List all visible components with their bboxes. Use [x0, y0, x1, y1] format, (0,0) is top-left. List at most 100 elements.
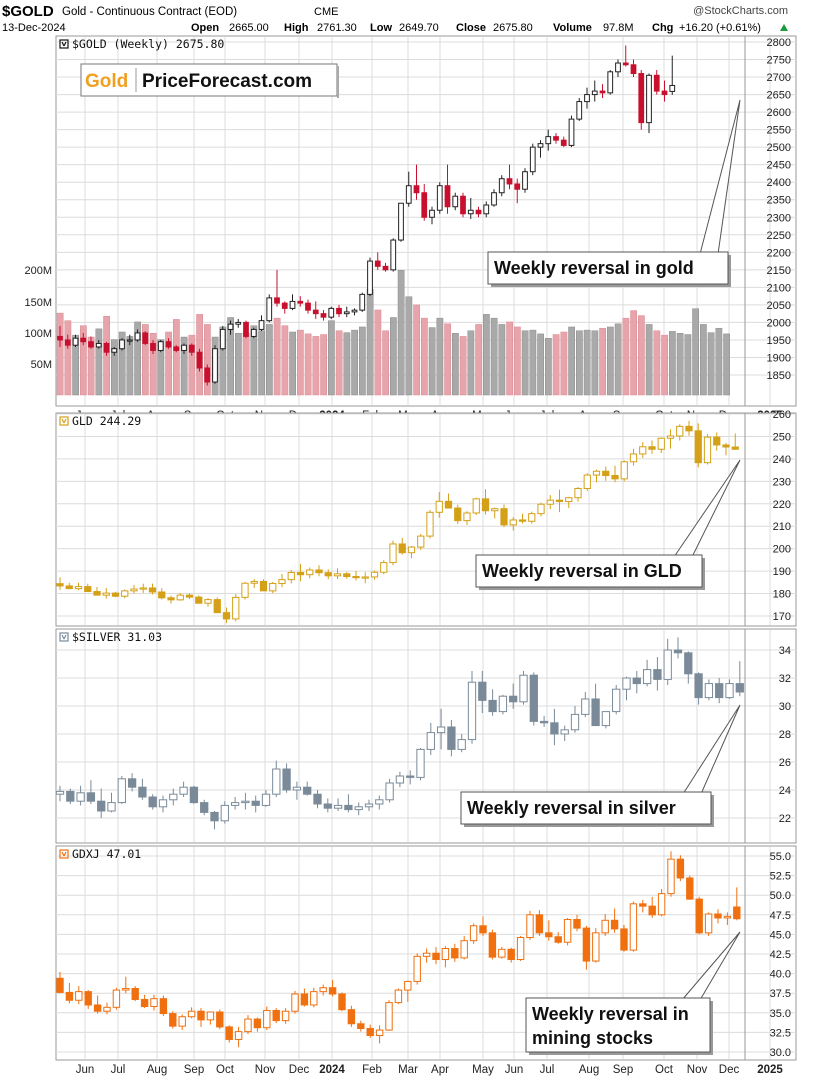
candle [220, 801, 229, 824]
candle [475, 206, 482, 218]
volume-bar [312, 336, 320, 396]
candle-body [404, 980, 412, 991]
x-tick-label: Dec [289, 1064, 310, 1076]
volume-tick-label: 100M [24, 328, 52, 340]
candle [436, 182, 443, 214]
candle [460, 192, 466, 218]
candle-body [639, 446, 647, 455]
candle [134, 329, 141, 342]
candle [66, 788, 75, 804]
volume-bar [700, 324, 707, 396]
candle [632, 671, 641, 694]
candle [653, 70, 660, 95]
header-exchange: CME [314, 6, 338, 18]
x-tick-label: Oct [216, 1064, 235, 1076]
y-tick-label: 1850 [767, 370, 791, 382]
volume-bar [630, 310, 637, 396]
candle-body [491, 192, 497, 206]
candle [150, 339, 156, 354]
low-value: 2649.70 [399, 22, 439, 34]
y-tick-label: 2550 [767, 125, 791, 137]
candle [546, 495, 554, 510]
candle-body [210, 811, 219, 822]
candle-body [139, 587, 147, 590]
candle-body [243, 321, 249, 337]
annotation-text: mining stocks [532, 1028, 653, 1048]
candle [514, 178, 521, 204]
candle [529, 672, 538, 726]
candle [366, 1024, 374, 1038]
candle-body [364, 803, 374, 808]
candle [574, 486, 582, 502]
y-tick-label: 30.0 [770, 1047, 791, 1059]
candle-body [663, 649, 672, 680]
candle [312, 301, 319, 319]
candle [103, 341, 110, 356]
candle-body [657, 437, 665, 450]
candle-body [111, 348, 118, 353]
candle [539, 715, 549, 727]
volume-bar [95, 328, 103, 396]
candle-body [234, 1031, 243, 1040]
candle [663, 638, 672, 685]
candle-body [667, 858, 675, 895]
candle-body [601, 711, 611, 727]
candle-body [140, 998, 149, 1008]
candle-body [250, 328, 257, 337]
chg-label: Chg [652, 22, 673, 34]
candle [230, 797, 240, 810]
candle-body [615, 62, 621, 73]
candle-body [315, 569, 323, 574]
candle [148, 583, 157, 595]
candle-body [122, 987, 130, 991]
candle-body [703, 436, 712, 464]
candle [509, 517, 517, 531]
candle-body [374, 260, 381, 267]
candle [576, 98, 583, 121]
candle-body [303, 786, 312, 795]
candle [219, 325, 226, 351]
candle [389, 540, 397, 566]
candle-body [274, 297, 280, 304]
candle-body [407, 546, 416, 554]
candle [56, 972, 64, 994]
candle-body [694, 673, 703, 699]
candle-body [607, 71, 614, 94]
candle-body [196, 351, 203, 369]
candle-body [57, 335, 63, 341]
candle-body [406, 775, 415, 778]
candle [592, 469, 601, 483]
candle [243, 320, 249, 339]
volume-tick-label: 200M [24, 265, 52, 277]
candle [385, 778, 394, 803]
volume-bar [459, 336, 467, 396]
candle [57, 325, 63, 347]
candle-body [93, 591, 101, 596]
y-tick-label: 2350 [767, 195, 791, 207]
candle-body [107, 802, 116, 812]
candle [491, 507, 499, 519]
candle [622, 45, 629, 67]
volume-bar [289, 331, 296, 396]
candle-body [413, 955, 421, 982]
candle-body [555, 499, 564, 503]
volume-bar [149, 333, 157, 396]
candle-body [733, 906, 741, 920]
candle-body [333, 573, 342, 577]
candle-body [103, 1006, 111, 1012]
candle [178, 1014, 186, 1031]
candle-body [573, 919, 581, 929]
candle-body [310, 991, 318, 1006]
y-tick-label: 250 [773, 431, 791, 443]
candle-body [620, 461, 628, 480]
candle-body [385, 1002, 393, 1031]
candle [241, 581, 249, 600]
candle [535, 910, 544, 936]
candle [88, 336, 94, 349]
candle-body [148, 796, 157, 808]
candle-body [620, 928, 628, 951]
candle-body [287, 571, 295, 581]
candle [528, 511, 536, 524]
volume-bar [498, 324, 506, 396]
candle-body [602, 470, 610, 476]
